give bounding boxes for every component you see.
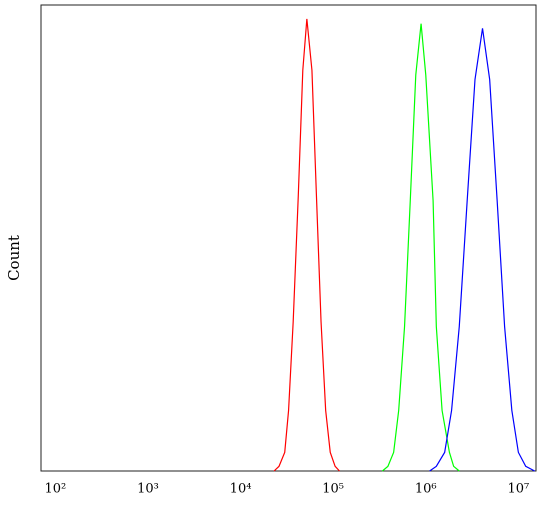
y-axis-label: Count xyxy=(5,235,23,281)
x-tick-label: 10⁷ xyxy=(507,482,529,497)
x-tick-label: 10⁵ xyxy=(322,482,344,497)
histogram-line xyxy=(273,18,340,472)
x-tick-label: 10³ xyxy=(137,482,159,497)
histogram-line xyxy=(429,28,535,472)
x-tick-label: 10² xyxy=(44,482,66,497)
x-tick-label: 10⁴ xyxy=(230,482,252,497)
x-tick-label: 10⁶ xyxy=(415,482,437,497)
